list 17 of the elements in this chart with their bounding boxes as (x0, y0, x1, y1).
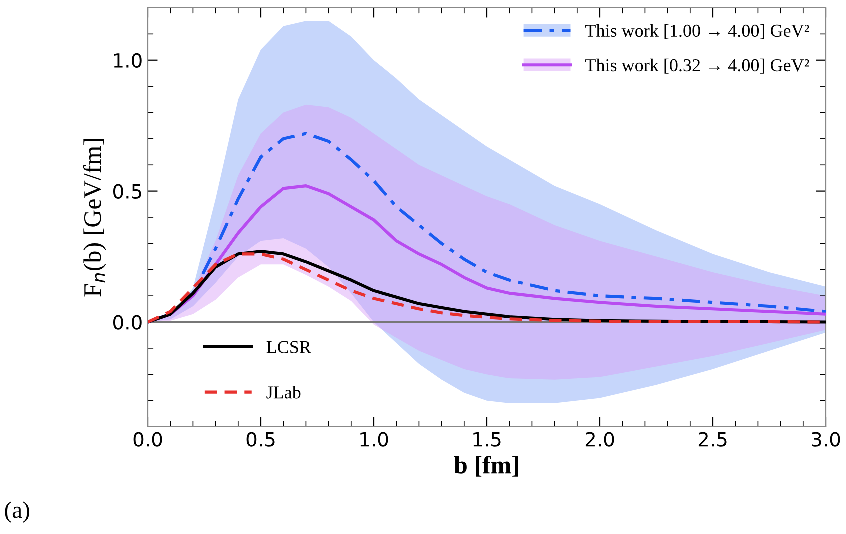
x-axis-title: b [fm] (454, 456, 518, 477)
x-tick-label: 3.0 (812, 432, 840, 447)
y-tick-label: 0.5 (114, 184, 142, 199)
legend-label: JLab (266, 386, 301, 399)
text: (a) (5, 502, 30, 524)
x-tick-label: 0.5 (246, 432, 275, 447)
legend-label: This work [1.00 → 4.00] GeV² (586, 24, 810, 40)
legend-label: LCSR (266, 341, 312, 354)
x-tick-label: 2.0 (586, 432, 614, 447)
x-tick-label: 2.5 (698, 432, 727, 447)
y-tick-label: 0.0 (114, 315, 142, 330)
legend-label: This work [0.32 → 4.00] GeV² (586, 58, 810, 74)
y-tick-label: 1.0 (114, 53, 142, 68)
y-axis-title: F$_{n}$(b) [GeV/fm] (83, 139, 106, 297)
x-tick-label: 1.0 (360, 432, 388, 447)
x-tick-label: 1.5 (474, 432, 501, 447)
x-tick-label: 0.0 (134, 432, 162, 447)
